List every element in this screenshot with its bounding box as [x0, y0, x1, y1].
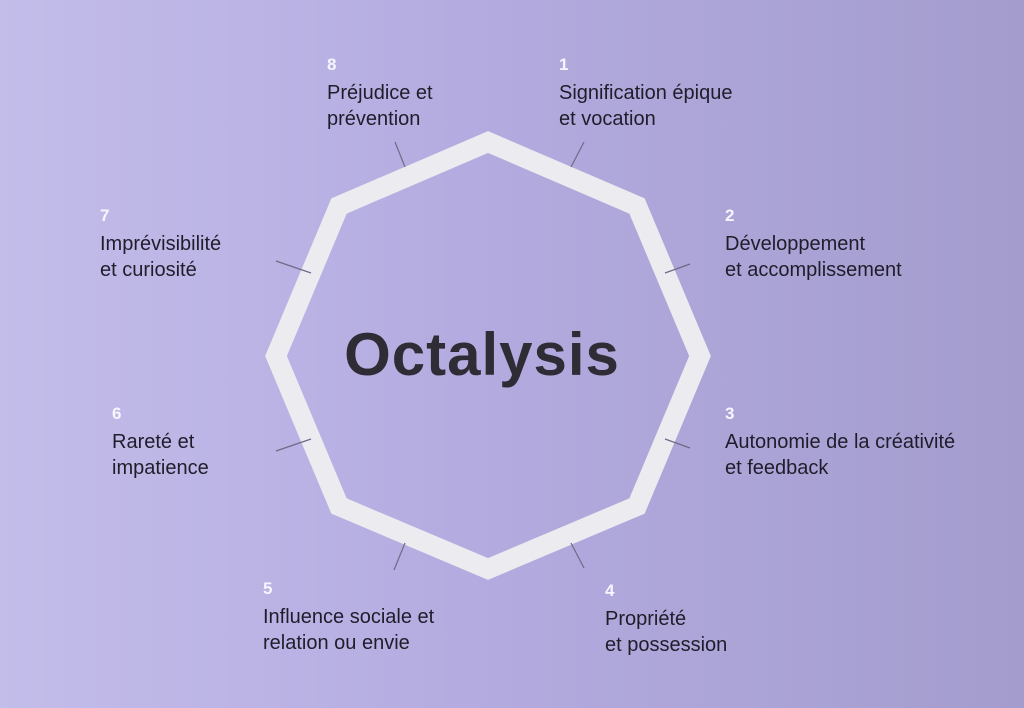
drive-text-line: relation ou envie [263, 632, 410, 654]
drive-number: 4 [605, 581, 615, 600]
tick-4 [570, 542, 585, 569]
drive-number: 2 [725, 206, 735, 225]
drive-text-line: et curiosité [100, 259, 197, 281]
drive-text-line: impatience [112, 457, 209, 479]
drive-label-2: 2 Développement et accomplissement [725, 206, 902, 283]
diagram-title: Octalysis [344, 321, 620, 388]
tick-8 [394, 141, 406, 168]
drive-text-line: et possession [605, 634, 728, 656]
drive-label-3: 3 Autonomie de la créativité et feedback [725, 404, 955, 481]
drive-text-line: prévention [327, 108, 421, 130]
drive-text-line: Influence sociale et [263, 606, 435, 628]
drive-text-line: et feedback [725, 457, 829, 479]
drive-text-line: Autonomie de la créativité [725, 431, 956, 453]
drive-number: 5 [263, 579, 273, 598]
drive-number: 1 [559, 55, 569, 74]
drive-text-line: et accomplissement [725, 259, 902, 281]
tick-1 [570, 141, 585, 168]
drive-text-line: et vocation [559, 108, 656, 130]
drive-label-8: 8 Préjudice et prévention [327, 55, 433, 132]
drive-label-1: 1 Signification épique et vocation [559, 55, 732, 132]
drive-number: 3 [725, 404, 735, 423]
drive-text-line: Rareté et [112, 431, 195, 453]
drive-number: 8 [327, 55, 337, 74]
octagon-shape [265, 131, 711, 580]
tick-3 [664, 438, 691, 449]
tick-6 [275, 438, 312, 452]
drive-number: 7 [100, 206, 110, 225]
drive-text-line: Propriété [605, 608, 687, 630]
drive-text-line: Développement [725, 233, 866, 255]
tick-7 [275, 260, 312, 274]
drive-label-7: 7 Imprévisibilité et curiosité [100, 206, 221, 283]
drive-label-4: 4 Propriété et possession [605, 581, 727, 658]
drive-text-line: Préjudice et [327, 82, 433, 104]
drive-text-line: Imprévisibilité [100, 233, 222, 255]
drive-label-6: 6 Rareté et impatience [112, 404, 209, 481]
drive-label-5: 5 Influence sociale et relation ou envie [263, 579, 434, 656]
drive-number: 6 [112, 404, 122, 423]
tick-5 [393, 542, 406, 571]
tick-2 [664, 263, 691, 274]
drive-text-line: Signification épique [559, 82, 733, 104]
